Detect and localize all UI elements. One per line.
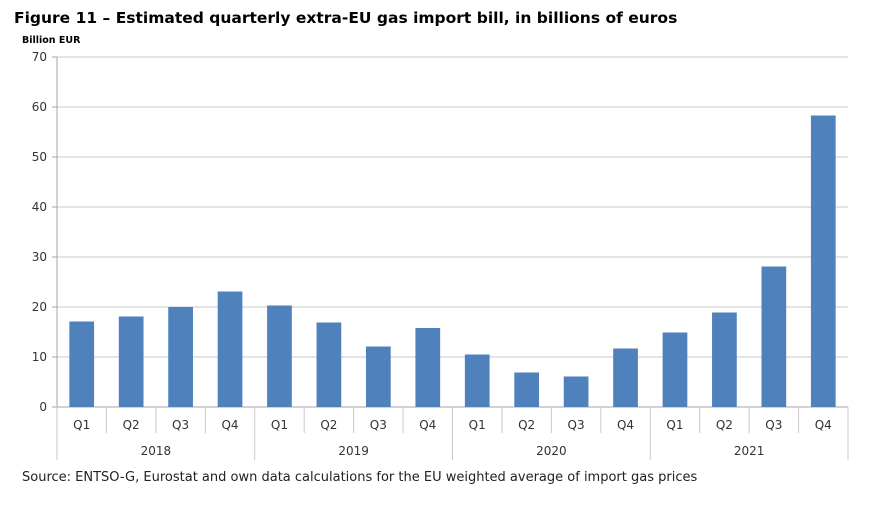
- bar: [563, 376, 589, 407]
- bar: [464, 354, 490, 407]
- bar: [514, 372, 540, 407]
- x-tick-label-quarter: Q4: [617, 418, 634, 432]
- bar: [662, 332, 688, 407]
- bar: [712, 312, 737, 407]
- y-tick-label: 10: [32, 350, 47, 364]
- bar: [118, 316, 144, 407]
- x-tick-label-quarter: Q3: [765, 418, 782, 432]
- y-tick-label: 20: [32, 300, 47, 314]
- y-axis-label: Billion EUR: [22, 35, 81, 46]
- bar: [267, 305, 292, 407]
- y-tick-label: 70: [32, 50, 47, 64]
- bar: [761, 266, 787, 407]
- x-tick-label-quarter: Q3: [172, 418, 189, 432]
- bar: [168, 307, 193, 407]
- chart-title: Figure 11 – Estimated quarterly extra-EU…: [14, 9, 678, 27]
- x-tick-label-quarter: Q4: [221, 418, 238, 432]
- x-tick-label-quarter: Q1: [666, 418, 683, 432]
- bar: [365, 346, 391, 407]
- x-tick-label-quarter: Q1: [73, 418, 90, 432]
- y-tick-label: 30: [32, 250, 47, 264]
- bar: [415, 328, 441, 407]
- y-tick-label: 0: [39, 400, 47, 414]
- bar: [217, 291, 243, 407]
- y-tick-label: 40: [32, 200, 47, 214]
- bar: [810, 115, 836, 407]
- bar: [69, 321, 95, 407]
- x-tick-label-quarter: Q4: [419, 418, 436, 432]
- x-tick-label-quarter: Q1: [271, 418, 288, 432]
- x-tick-label-quarter: Q2: [716, 418, 733, 432]
- x-tick-label-year: 2021: [734, 444, 765, 458]
- x-tick-label-quarter: Q3: [370, 418, 387, 432]
- x-tick-label-quarter: Q3: [568, 418, 585, 432]
- x-tick-label-quarter: Q2: [123, 418, 140, 432]
- x-tick-label-quarter: Q4: [815, 418, 832, 432]
- y-tick-label: 60: [32, 100, 47, 114]
- x-tick-label-year: 2018: [141, 444, 172, 458]
- bar: [316, 322, 342, 407]
- source-note: Source: ENTSO-G, Eurostat and own data c…: [22, 470, 698, 485]
- x-tick-label-quarter: Q2: [320, 418, 337, 432]
- y-tick-label: 50: [32, 150, 47, 164]
- x-tick-label-year: 2019: [338, 444, 369, 458]
- x-tick-label-quarter: Q2: [518, 418, 535, 432]
- x-tick-label-year: 2020: [536, 444, 567, 458]
- bar: [613, 348, 638, 407]
- x-tick-label-quarter: Q1: [469, 418, 486, 432]
